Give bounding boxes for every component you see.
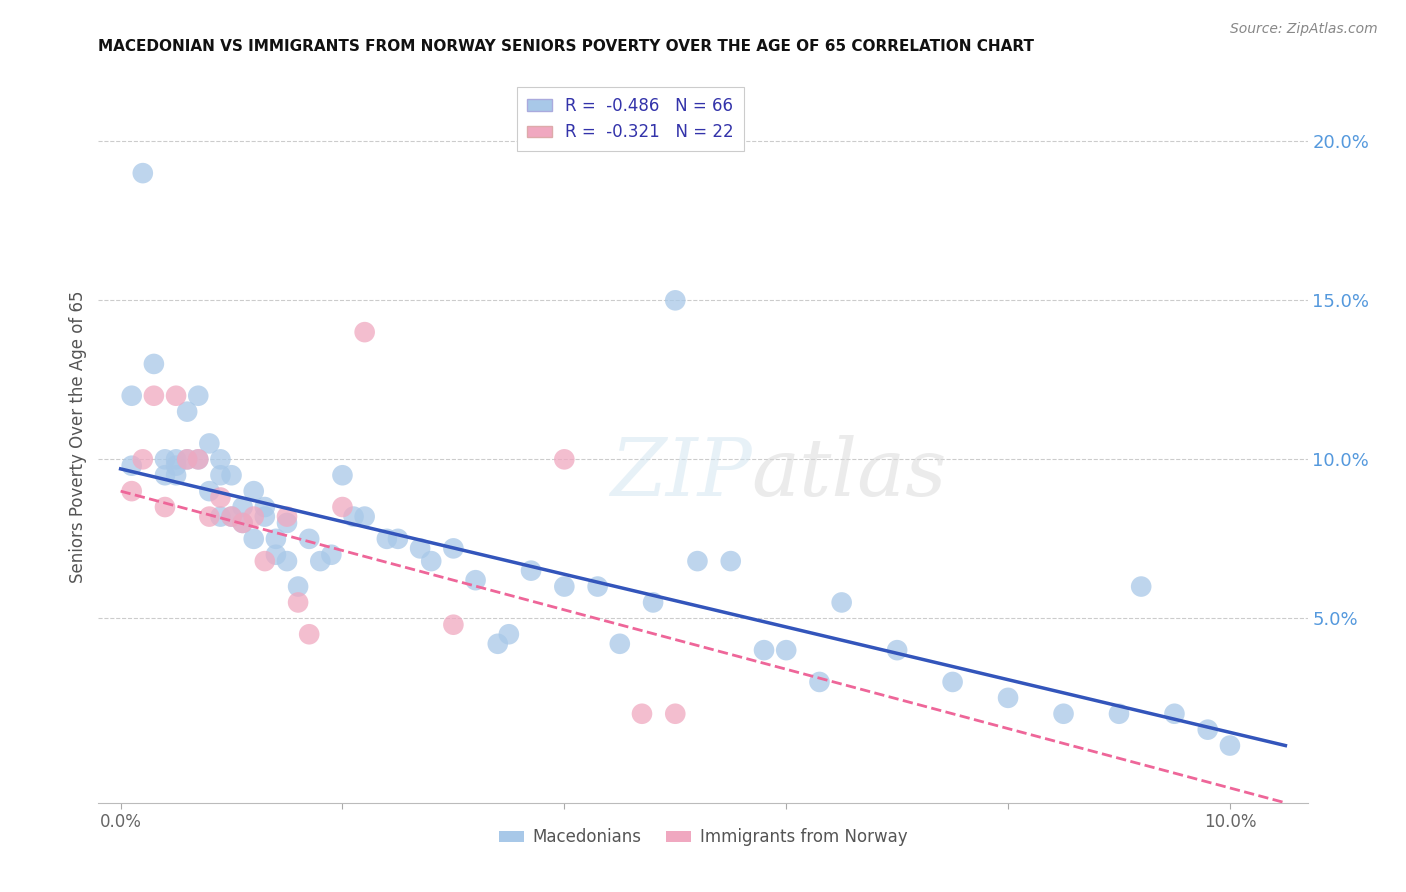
Y-axis label: Seniors Poverty Over the Age of 65: Seniors Poverty Over the Age of 65 — [69, 291, 87, 583]
Point — [553, 452, 575, 467]
Point — [242, 484, 264, 499]
Point — [242, 532, 264, 546]
Point — [298, 532, 321, 546]
Point — [142, 389, 165, 403]
Point — [1219, 739, 1241, 753]
Point — [232, 500, 254, 514]
Point — [121, 484, 143, 499]
Point — [165, 458, 187, 473]
Point — [253, 509, 276, 524]
Point — [121, 389, 143, 403]
Point — [209, 491, 232, 505]
Point — [287, 595, 309, 609]
Point — [775, 643, 797, 657]
Point — [420, 554, 443, 568]
Point — [198, 436, 221, 450]
Point — [198, 509, 221, 524]
Point — [342, 509, 364, 524]
Point — [664, 706, 686, 721]
Point — [276, 509, 298, 524]
Point — [209, 509, 232, 524]
Point — [520, 564, 543, 578]
Point — [321, 548, 343, 562]
Point — [132, 166, 155, 180]
Point — [165, 452, 187, 467]
Point — [264, 532, 287, 546]
Point — [242, 509, 264, 524]
Point — [720, 554, 742, 568]
Point — [187, 452, 209, 467]
Point — [1052, 706, 1074, 721]
Point — [165, 468, 187, 483]
Point — [232, 516, 254, 530]
Point — [153, 500, 176, 514]
Point — [142, 357, 165, 371]
Point — [441, 617, 464, 632]
Point — [253, 554, 276, 568]
Point — [664, 293, 686, 308]
Point — [276, 554, 298, 568]
Point — [641, 595, 664, 609]
Point — [387, 532, 409, 546]
Point — [1163, 706, 1185, 721]
Point — [332, 500, 354, 514]
Point — [309, 554, 332, 568]
Point — [831, 595, 853, 609]
Point — [498, 627, 520, 641]
Point — [1130, 580, 1153, 594]
Text: atlas: atlas — [751, 435, 946, 512]
Point — [553, 580, 575, 594]
Point — [209, 452, 232, 467]
Point — [332, 468, 354, 483]
Point — [221, 509, 243, 524]
Point — [276, 516, 298, 530]
Point — [586, 580, 609, 594]
Point — [287, 580, 309, 594]
Point — [253, 500, 276, 514]
Point — [808, 675, 831, 690]
Point — [409, 541, 432, 556]
Point — [886, 643, 908, 657]
Point — [132, 452, 155, 467]
Point — [752, 643, 775, 657]
Point — [686, 554, 709, 568]
Point — [187, 452, 209, 467]
Point — [176, 452, 198, 467]
Point — [121, 458, 143, 473]
Point — [942, 675, 965, 690]
Legend: Macedonians, Immigrants from Norway: Macedonians, Immigrants from Norway — [492, 822, 914, 853]
Point — [631, 706, 654, 721]
Point — [165, 389, 187, 403]
Point — [232, 516, 254, 530]
Point — [1108, 706, 1130, 721]
Point — [187, 389, 209, 403]
Point — [209, 468, 232, 483]
Point — [176, 452, 198, 467]
Point — [198, 484, 221, 499]
Point — [1197, 723, 1219, 737]
Point — [153, 452, 176, 467]
Point — [464, 573, 486, 587]
Point — [353, 325, 375, 339]
Point — [298, 627, 321, 641]
Text: MACEDONIAN VS IMMIGRANTS FROM NORWAY SENIORS POVERTY OVER THE AGE OF 65 CORRELAT: MACEDONIAN VS IMMIGRANTS FROM NORWAY SEN… — [98, 38, 1035, 54]
Text: Source: ZipAtlas.com: Source: ZipAtlas.com — [1230, 22, 1378, 37]
Point — [609, 637, 631, 651]
Point — [221, 468, 243, 483]
Point — [153, 468, 176, 483]
Point — [264, 548, 287, 562]
Point — [353, 509, 375, 524]
Point — [997, 690, 1019, 705]
Point — [486, 637, 509, 651]
Point — [375, 532, 398, 546]
Point — [176, 404, 198, 418]
Point — [441, 541, 464, 556]
Point — [221, 509, 243, 524]
Text: ZIP: ZIP — [610, 435, 751, 512]
